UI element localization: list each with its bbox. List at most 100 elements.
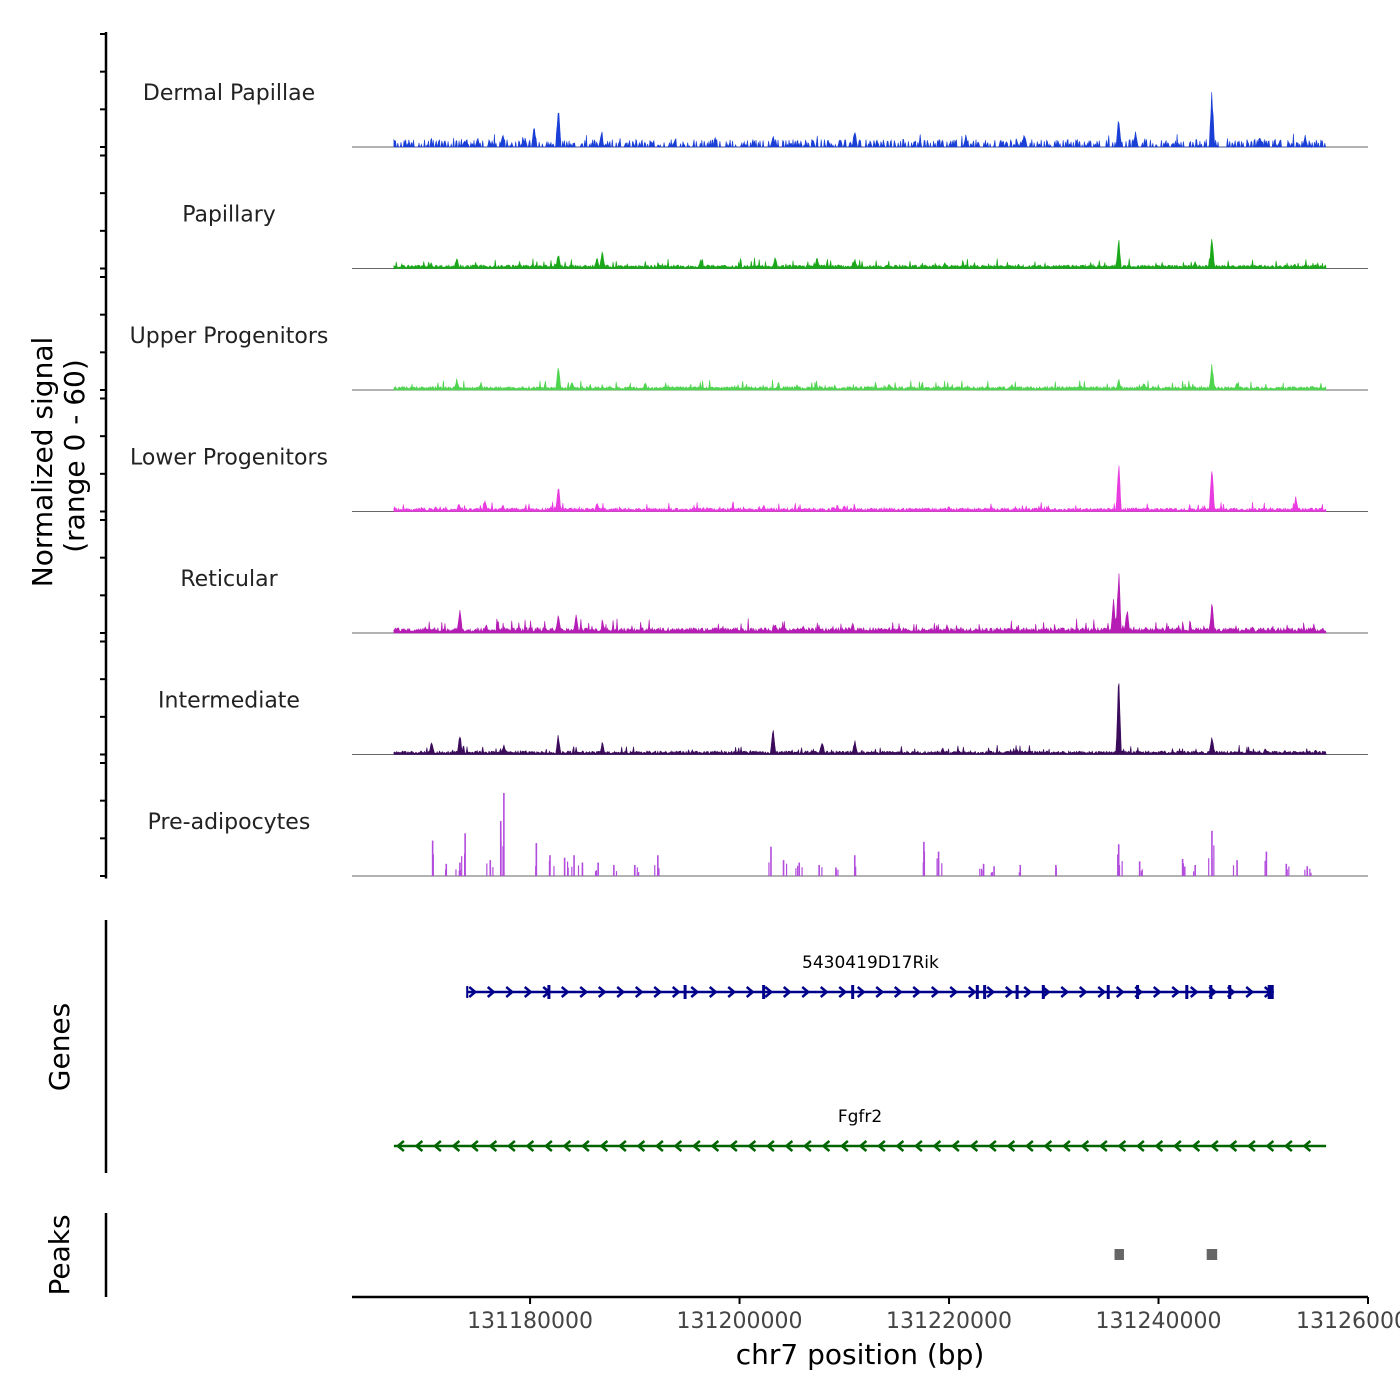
genes-track-title: Genes (43, 1003, 76, 1091)
peak-track (1114, 1249, 1218, 1260)
strand-arrow (636, 1140, 646, 1152)
strand-arrow (987, 1140, 997, 1152)
strand-arrow (691, 1140, 701, 1152)
strand-arrow (1004, 986, 1014, 998)
strand-arrow (1117, 1140, 1127, 1152)
strand-arrow (856, 986, 866, 998)
track-label: Pre-adipocytes (148, 810, 311, 835)
strand-arrow (1152, 986, 1162, 998)
strand-arrow (580, 1140, 590, 1152)
strand-arrow (653, 986, 663, 998)
strand-arrow (634, 986, 644, 998)
strand-arrow (858, 1140, 868, 1152)
strand-arrow (967, 986, 977, 998)
gene-5430419d17rik: 5430419D17Rik (466, 953, 1274, 999)
peak-region (1114, 1249, 1124, 1260)
x-axis-title: chr7 position (bp) (736, 1338, 985, 1371)
strand-arrow (782, 986, 792, 998)
strand-arrow (764, 986, 774, 998)
track-reticular: Reticular (180, 567, 1368, 634)
strand-arrow (1097, 986, 1107, 998)
strand-arrow (1115, 986, 1125, 998)
track-label: Papillary (182, 203, 276, 228)
signal-area (393, 92, 1327, 149)
strand-arrow (1135, 1140, 1145, 1152)
strand-arrow (913, 1140, 923, 1152)
strand-arrow (505, 986, 515, 998)
strand-arrow (597, 986, 607, 998)
peaks-track-title: Peaks (43, 1214, 76, 1295)
exon (851, 985, 855, 999)
strand-arrow (895, 1140, 905, 1152)
strand-arrow (893, 986, 903, 998)
strand-arrow (950, 1140, 960, 1152)
track-lower-progenitors: Lower Progenitors (130, 446, 1368, 512)
strand-arrow (1245, 986, 1255, 998)
strand-arrow (949, 986, 959, 998)
strand-arrow (727, 986, 737, 998)
strand-arrow (710, 1140, 720, 1152)
strand-arrow (1060, 986, 1070, 998)
strand-arrow (579, 986, 589, 998)
strand-arrow (488, 1140, 498, 1152)
y-axis-title-line2: (range 0 - 60) (58, 359, 91, 553)
strand-arrow (745, 986, 755, 998)
strand-arrow (525, 1140, 535, 1152)
strand-arrow (912, 986, 922, 998)
signal-area (393, 465, 1327, 512)
strand-arrow (690, 986, 700, 998)
exon (983, 985, 987, 999)
strand-arrow (1283, 1140, 1293, 1152)
strand-arrow (1078, 986, 1088, 998)
strand-arrow (654, 1140, 664, 1152)
strand-arrow (969, 1140, 979, 1152)
exon (547, 985, 551, 999)
strand-arrow (523, 986, 533, 998)
strand-arrow (414, 1140, 424, 1152)
gene-name: 5430419D17Rik (802, 953, 939, 973)
signal-area (393, 683, 1327, 755)
track-intermediate: Intermediate (158, 683, 1368, 755)
strand-arrow (1043, 1140, 1053, 1152)
strand-arrow (599, 1140, 609, 1152)
strand-arrow (765, 1140, 775, 1152)
strand-arrow (876, 1140, 886, 1152)
track-label: Reticular (180, 567, 278, 592)
strand-arrow (728, 1140, 738, 1152)
strand-arrow (395, 1140, 405, 1152)
strand-arrow (1171, 986, 1181, 998)
strand-arrow (1228, 1140, 1238, 1152)
strand-arrow (1191, 1140, 1201, 1152)
strand-arrow (1302, 1140, 1312, 1152)
exon (762, 985, 766, 999)
strand-arrow (1265, 1140, 1275, 1152)
exon (1267, 985, 1274, 999)
exon (1185, 985, 1189, 999)
strand-arrow (986, 986, 996, 998)
x-tick-label: 131220000 (886, 1309, 1012, 1334)
strand-arrow (821, 1140, 831, 1152)
strand-arrow (708, 986, 718, 998)
signal-area (393, 573, 1327, 634)
exon (1228, 985, 1232, 999)
strand-arrow (468, 986, 478, 998)
strand-arrow (617, 1140, 627, 1152)
exon (1041, 985, 1045, 999)
strand-arrow (932, 1140, 942, 1152)
track-label: Lower Progenitors (130, 446, 328, 471)
x-tick-label: 131200000 (677, 1309, 803, 1334)
strand-arrow (1024, 1140, 1034, 1152)
strand-arrow (451, 1140, 461, 1152)
coverage-tracks: Dermal Papillae Papillary Upper Progenitor… (130, 81, 1368, 877)
x-tick-label: 131240000 (1096, 1309, 1222, 1334)
gene-fgfr2: Fgfr2 (393, 1107, 1327, 1152)
strand-arrow (671, 986, 681, 998)
gene-track: 5430419D17Rik Fgfr2 (393, 953, 1327, 1152)
peak-region (1206, 1249, 1218, 1260)
exon (1136, 985, 1140, 999)
strand-arrow (747, 1140, 757, 1152)
signal-area (393, 364, 1327, 391)
strand-arrow (1023, 986, 1033, 998)
strand-arrow (432, 1140, 442, 1152)
